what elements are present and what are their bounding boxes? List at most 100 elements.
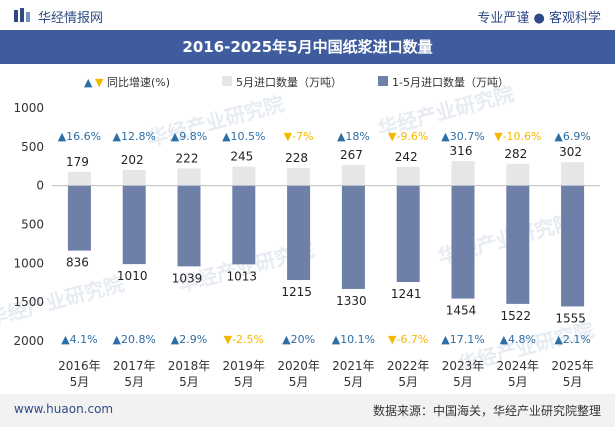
y-tick-label: 0: [36, 179, 44, 193]
bar-cumulative-value-label: 1555: [555, 311, 586, 325]
x-category-label-year: 2021年: [332, 359, 375, 373]
bar-may-value-label: 179: [66, 155, 89, 169]
growth-may-label: ▲10.5%: [222, 130, 265, 143]
brand-name: 华经情报网: [38, 11, 104, 26]
bar-may-value-label: 316: [450, 144, 473, 158]
legend-swatch-cumulative: [378, 76, 388, 86]
bar-cumulative: [122, 185, 146, 265]
bar-may-value-label: 267: [340, 148, 363, 162]
growth-may-label: ▼-7%: [284, 130, 314, 143]
x-category-label-year: 2019年: [223, 359, 266, 373]
bar-may: [396, 166, 420, 186]
bar-may-value-label: 228: [285, 151, 308, 165]
growth-may-label: ▲9.8%: [171, 130, 207, 143]
y-tick-label: 1000: [13, 256, 44, 270]
growth-cumulative-label: ▲17.1%: [441, 333, 484, 346]
bar-may-value-label: 222: [176, 151, 199, 165]
x-category-label-month: 5月: [398, 375, 418, 389]
growth-may-label: ▼-10.6%: [494, 130, 541, 143]
bar-may-value-label: 202: [121, 153, 144, 167]
bar-cumulative-value-label: 1215: [281, 285, 312, 299]
x-category-label-month: 5月: [508, 375, 528, 389]
footer: www.huaon.com 数据来源：中国海关，华经产业研究院整理: [0, 394, 615, 427]
bar-cumulative: [561, 185, 585, 307]
x-category-label-month: 5月: [289, 375, 309, 389]
x-category-label-year: 2022年: [387, 359, 430, 373]
bar-cumulative: [287, 185, 311, 281]
growth-may-label: ▲16.6%: [58, 130, 101, 143]
site-url: www.huaon.com: [14, 402, 114, 416]
growth-may-label: ▼-9.6%: [388, 130, 428, 143]
legend-label-may: 5月进口数量（万吨）: [236, 76, 342, 89]
bar-cumulative-value-label: 836: [66, 256, 89, 270]
data-source: 数据来源：中国海关，华经产业研究院整理: [372, 404, 601, 418]
growth-may-label: ▲6.9%: [554, 130, 590, 143]
bar-may-value-label: 245: [230, 150, 253, 164]
x-category-label-month: 5月: [124, 375, 144, 389]
bar-may: [506, 163, 530, 186]
bar-cumulative: [451, 185, 475, 299]
x-category-label-year: 2024年: [497, 359, 540, 373]
bar-cumulative-value-label: 1013: [227, 269, 258, 283]
bar-cumulative: [67, 185, 91, 251]
growth-may-label: ▲30.7%: [441, 130, 484, 143]
x-category-label-year: 2020年: [277, 359, 320, 373]
x-category-label-month: 5月: [179, 375, 199, 389]
growth-may-label: ▲18%: [337, 130, 370, 143]
bar-may: [232, 166, 256, 186]
x-category-label-year: 2023年: [442, 359, 485, 373]
legend-label-cumulative: 1-5月进口数量（万吨）: [392, 76, 509, 89]
bar-cumulative-value-label: 1039: [172, 271, 203, 285]
y-tick-label: 500: [21, 218, 44, 232]
legend-swatch-may: [222, 76, 232, 86]
bar-cumulative: [396, 185, 420, 283]
bar-cumulative: [506, 185, 530, 304]
x-category-label-year: 2025年: [551, 359, 594, 373]
growth-cumulative-label: ▲20%: [282, 333, 315, 346]
x-category-label-year: 2017年: [113, 359, 156, 373]
chart-title: 2016-2025年5月中国纸浆进口数量: [182, 38, 433, 56]
x-category-label-year: 2018年: [168, 359, 211, 373]
x-category-label-month: 5月: [70, 375, 90, 389]
bar-cumulative: [341, 185, 365, 289]
growth-cumulative-label: ▲2.9%: [171, 333, 207, 346]
growth-may-label: ▲12.8%: [112, 130, 155, 143]
bar-cumulative-value-label: 1522: [501, 309, 532, 323]
bar-may: [67, 171, 91, 186]
x-category-label-month: 5月: [453, 375, 473, 389]
x-category-label-month: 5月: [234, 375, 254, 389]
y-tick-label: 2000: [13, 334, 44, 348]
y-tick-label: 500: [21, 140, 44, 154]
bar-may: [122, 169, 146, 186]
bar-cumulative: [177, 185, 201, 267]
growth-cumulative-label: ▲2.1%: [554, 333, 590, 346]
bar-may: [341, 164, 365, 186]
bar-may: [561, 162, 585, 186]
y-tick-label: 1500: [13, 295, 44, 309]
bar-cumulative-value-label: 1454: [446, 304, 477, 318]
tagline: 专业严谨 ● 客观科学: [477, 11, 601, 26]
bar-may-value-label: 242: [395, 150, 418, 164]
top-bar: 华经情报网 专业严谨 ● 客观科学: [0, 0, 615, 30]
x-category-label-month: 5月: [563, 375, 583, 389]
brand-logo-icon: [14, 8, 30, 22]
growth-cumulative-label: ▲20.8%: [112, 333, 155, 346]
legend-label-growth: 同比增速(%): [107, 75, 170, 89]
bar-cumulative-value-label: 1330: [336, 294, 367, 308]
bar-cumulative-value-label: 1241: [391, 287, 422, 301]
y-tick-label: 1000: [13, 101, 44, 115]
bar-cumulative: [232, 185, 256, 265]
bar-may-value-label: 302: [559, 145, 582, 159]
bar-cumulative-value-label: 1010: [117, 269, 148, 283]
title-bar: 2016-2025年5月中国纸浆进口数量: [0, 30, 615, 64]
x-category-label-month: 5月: [344, 375, 364, 389]
growth-cumulative-label: ▼-2.5%: [224, 333, 264, 346]
bar-may: [287, 167, 311, 186]
legend-up-triangle-icon: ▲: [84, 76, 93, 89]
bar-may-value-label: 282: [504, 147, 527, 161]
x-category-label-year: 2016年: [58, 359, 101, 373]
growth-cumulative-label: ▲4.8%: [500, 333, 536, 346]
bar-may: [451, 161, 475, 186]
growth-cumulative-label: ▼-6.7%: [388, 333, 428, 346]
